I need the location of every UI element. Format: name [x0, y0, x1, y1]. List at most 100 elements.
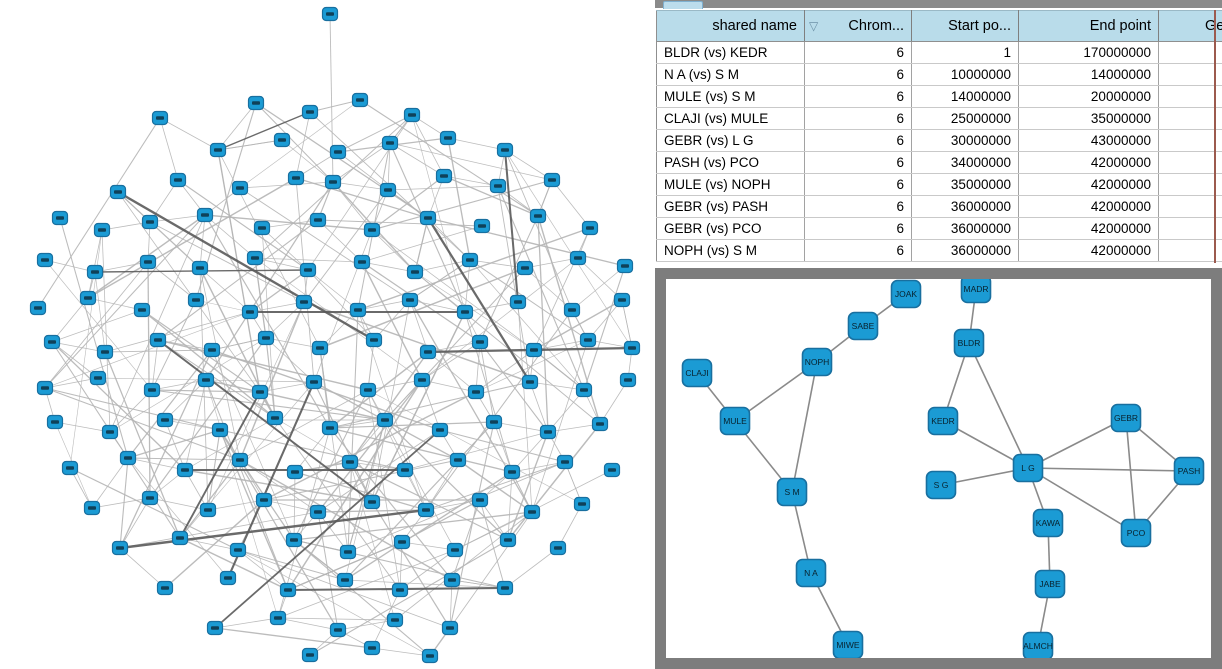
graph-node[interactable] [446, 542, 464, 558]
graph-node[interactable] [573, 496, 591, 512]
graph-node[interactable] [196, 207, 214, 223]
graph-node[interactable] [329, 144, 347, 160]
cell-shared-name[interactable]: MULE (vs) NOPH [656, 173, 805, 196]
graph-node-noph[interactable]: NOPH [801, 347, 833, 377]
graph-node[interactable] [525, 342, 543, 358]
graph-node-s-g[interactable]: S G [925, 470, 957, 500]
cell-value[interactable]: 10.5 [1158, 173, 1222, 196]
graph-node[interactable] [575, 382, 593, 398]
graph-node[interactable] [169, 172, 187, 188]
graph-node[interactable] [109, 184, 127, 200]
graph-node[interactable] [443, 572, 461, 588]
graph-node[interactable] [79, 290, 97, 306]
graph-node[interactable] [391, 582, 409, 598]
graph-node-bldr[interactable]: BLDR [953, 328, 985, 358]
cell-value[interactable]: 6 [804, 195, 912, 218]
graph-node[interactable] [29, 300, 47, 316]
graph-node[interactable] [581, 220, 599, 236]
graph-node[interactable] [529, 208, 547, 224]
graph-node[interactable] [563, 302, 581, 318]
cell-value[interactable]: 36000000 [911, 195, 1019, 218]
graph-node[interactable] [496, 142, 514, 158]
cell-shared-name[interactable]: NOPH (vs) S M [656, 239, 805, 262]
graph-node[interactable] [431, 422, 449, 438]
column-header-chrom---[interactable]: ▽ Chrom... [804, 10, 912, 42]
graph-node[interactable] [83, 500, 101, 516]
graph-node[interactable] [187, 292, 205, 308]
table-row[interactable]: CLAJI (vs) MULE625000000350000005.9 [656, 107, 1222, 130]
table-row[interactable]: GEBR (vs) PCO636000000420000008.4 [656, 217, 1222, 240]
graph-node[interactable] [417, 502, 435, 518]
graph-node[interactable] [471, 492, 489, 508]
graph-node[interactable] [441, 620, 459, 636]
graph-node[interactable] [266, 410, 284, 426]
graph-node[interactable] [133, 302, 151, 318]
graph-node[interactable] [461, 252, 479, 268]
graph-node[interactable] [241, 304, 259, 320]
graph-node[interactable] [247, 95, 265, 111]
main-network-graph[interactable] [0, 0, 648, 669]
graph-node-sabe[interactable]: SABE [847, 311, 879, 341]
cell-shared-name[interactable]: CLAJI (vs) MULE [656, 107, 805, 130]
table-row[interactable]: MULE (vs) NOPH6350000004200000010.5 [656, 173, 1222, 196]
graph-node[interactable] [406, 264, 424, 280]
graph-node[interactable] [569, 250, 587, 266]
cell-value[interactable]: 42000000 [1018, 195, 1159, 218]
graph-node[interactable] [269, 610, 287, 626]
filter-funnel-icon[interactable]: ▽ [809, 19, 819, 33]
cell-value[interactable]: 36000000 [911, 239, 1019, 262]
graph-node[interactable] [219, 570, 237, 586]
cell-value[interactable]: 192.0 [1158, 41, 1222, 64]
cell-value[interactable]: 6.6 [1158, 63, 1222, 86]
graph-node[interactable] [381, 135, 399, 151]
cell-value[interactable]: 7.5 [1158, 85, 1222, 108]
graph-node[interactable] [143, 382, 161, 398]
graph-node[interactable] [51, 210, 69, 226]
graph-node[interactable] [467, 384, 485, 400]
graph-node[interactable] [539, 424, 557, 440]
graph-node[interactable] [341, 454, 359, 470]
graph-node[interactable] [353, 254, 371, 270]
graph-node-miwe[interactable]: MIWE [832, 630, 864, 659]
cell-value[interactable]: 6 [804, 107, 912, 130]
graph-node[interactable] [199, 502, 217, 518]
table-row[interactable]: N A (vs) S M610000000140000006.6 [656, 63, 1222, 86]
graph-node[interactable] [171, 530, 189, 546]
cell-value[interactable]: 35000000 [911, 173, 1019, 196]
graph-node[interactable] [209, 142, 227, 158]
graph-node[interactable] [176, 462, 194, 478]
graph-node[interactable] [287, 170, 305, 186]
cell-shared-name[interactable]: MULE (vs) S M [656, 85, 805, 108]
cell-shared-name[interactable]: GEBR (vs) PASH [656, 195, 805, 218]
graph-node[interactable] [149, 332, 167, 348]
graph-node[interactable] [363, 222, 381, 238]
graph-node[interactable] [351, 92, 369, 108]
cell-value[interactable]: 6 [804, 63, 912, 86]
graph-node[interactable] [231, 180, 249, 196]
graph-node[interactable] [339, 544, 357, 560]
table-row[interactable]: NOPH (vs) S M636000000420000009.9 [656, 239, 1222, 262]
graph-node[interactable] [619, 372, 637, 388]
graph-node[interactable] [401, 292, 419, 308]
cell-value[interactable]: 42000000 [1018, 217, 1159, 240]
graph-node[interactable] [419, 344, 437, 360]
graph-node[interactable] [499, 532, 517, 548]
graph-node[interactable] [141, 490, 159, 506]
cell-value[interactable]: 170000000 [1018, 41, 1159, 64]
graph-node[interactable] [523, 504, 541, 520]
graph-node[interactable] [119, 450, 137, 466]
cell-value[interactable]: 14000000 [911, 85, 1019, 108]
graph-node[interactable] [43, 334, 61, 350]
cell-value[interactable]: 10000000 [911, 63, 1019, 86]
graph-node[interactable] [93, 222, 111, 238]
graph-node-l-g[interactable]: L G [1012, 453, 1044, 483]
graph-node-kawa[interactable]: KAWA [1032, 508, 1064, 538]
graph-node[interactable] [396, 462, 414, 478]
graph-node[interactable] [324, 174, 342, 190]
column-header-start-po---[interactable]: Start po... [911, 10, 1019, 42]
graph-node[interactable] [556, 454, 574, 470]
graph-node[interactable] [603, 462, 621, 478]
graph-node[interactable] [206, 620, 224, 636]
graph-node[interactable] [299, 262, 317, 278]
graph-node[interactable] [363, 494, 381, 510]
